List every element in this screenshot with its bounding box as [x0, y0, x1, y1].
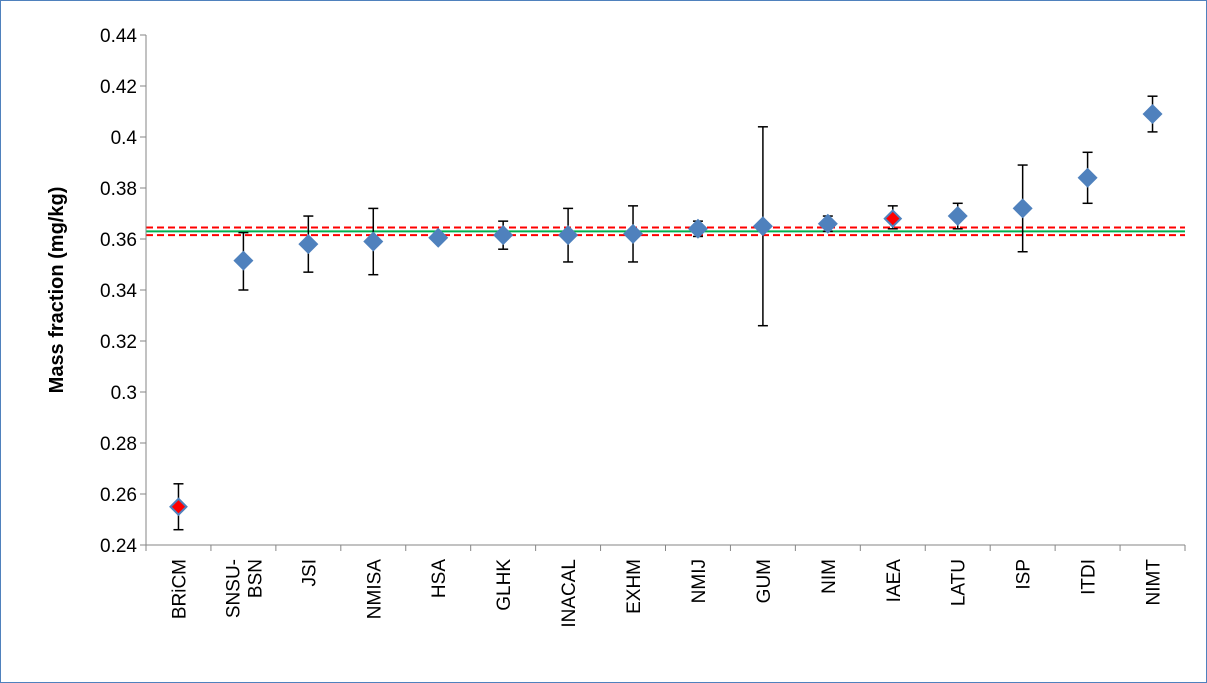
data-point — [428, 227, 449, 248]
x-category-label: NIMT — [1144, 559, 1165, 606]
data-points — [169, 104, 1163, 517]
data-point — [233, 250, 254, 271]
x-category-label: JSI — [299, 559, 320, 586]
x-category-label: ISP — [1014, 559, 1035, 590]
x-category-label: GLHK — [494, 559, 515, 611]
y-tick-label: 0.42 — [100, 77, 137, 98]
data-point — [493, 225, 514, 246]
x-category-label: NIM — [819, 559, 840, 594]
y-tick-label: 0.28 — [100, 434, 137, 455]
x-category-label: SNSU- — [223, 559, 244, 618]
x-category-label: HSA — [429, 559, 450, 598]
data-point — [363, 231, 384, 252]
data-point — [1012, 198, 1033, 219]
x-category-label: INACAL — [559, 559, 580, 628]
y-tick-label: 0.3 — [111, 383, 137, 404]
x-category-label: GUM — [754, 559, 775, 603]
x-category-label: BSN — [245, 559, 266, 598]
x-category-label: NMISA — [364, 559, 385, 620]
x-category-label: NMIJ — [689, 559, 710, 603]
x-category-label: BRiCM — [169, 559, 190, 619]
data-point — [817, 213, 838, 234]
y-tick-label: 0.24 — [100, 536, 137, 557]
reference-band — [146, 226, 1185, 237]
data-point — [947, 206, 968, 227]
data-point — [1077, 167, 1098, 188]
y-tick-label: 0.36 — [100, 230, 137, 251]
x-category-label: LATU — [949, 559, 970, 606]
data-point — [169, 497, 188, 517]
y-tick-label: 0.32 — [100, 332, 137, 353]
data-point — [1142, 104, 1163, 125]
data-point — [687, 218, 708, 239]
x-axis-labels: BRiCM SNSU- BSN JSI NMISA HSA GLHK INACAL EXHM NM… — [145, 545, 1186, 628]
y-tick-label: 0.4 — [111, 128, 138, 149]
data-point — [883, 209, 903, 229]
y-axis-ticks: 0.24 0.26 0.28 0.3 0.32 0.34 0.36 0.38 0.4 0.42 0.… — [100, 26, 146, 557]
data-point — [752, 216, 773, 237]
y-tick-label: 0.26 — [100, 485, 137, 506]
data-point — [558, 225, 579, 246]
data-point — [623, 223, 644, 244]
data-point — [298, 234, 319, 255]
x-category-label: IAEA — [884, 559, 905, 603]
error-bars — [173, 95, 1158, 531]
y-axis-label: Mass fraction (mg/kg) — [46, 187, 68, 394]
x-category-label: ITDI — [1079, 559, 1100, 595]
y-tick-label: 0.34 — [100, 281, 137, 302]
y-tick-label: 0.44 — [100, 26, 137, 47]
y-tick-label: 0.38 — [100, 179, 137, 200]
x-category-label: EXHM — [624, 559, 645, 614]
